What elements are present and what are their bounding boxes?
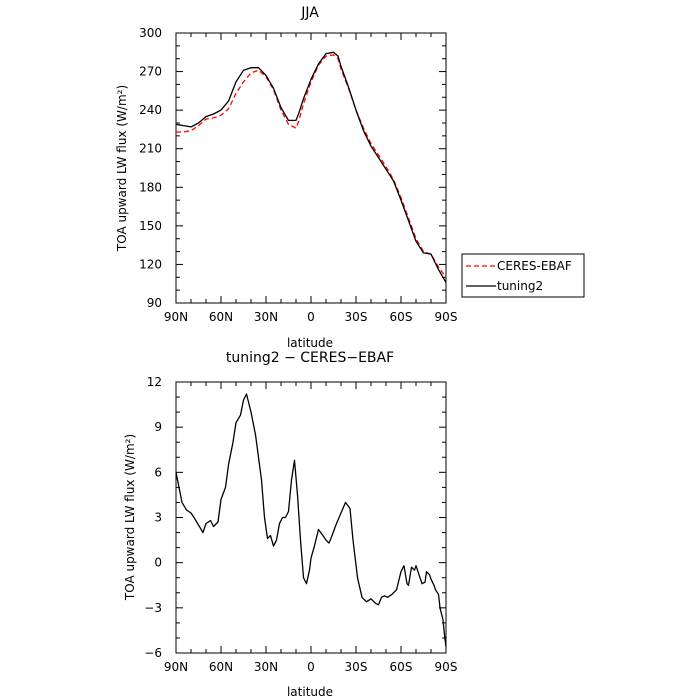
- bottom-chart-ytick-label: −6: [144, 646, 162, 660]
- top-chart-ytick-label: 210: [139, 142, 162, 156]
- top-chart-ylabel: TOA upward LW flux (W/m²): [115, 85, 129, 252]
- bottom-chart-xtick-label: 90S: [435, 660, 458, 674]
- top-chart-ytick-label: 150: [139, 219, 162, 233]
- bottom-chart-ytick-label: 0: [154, 556, 162, 570]
- top-chart-panel: JJA TOA upward LW flux (W/m²) latitude 9…: [115, 5, 457, 350]
- bottom-chart-xtick-label: 30N: [254, 660, 278, 674]
- top-chart-frame: [175, 32, 447, 304]
- bottom-chart-xlabel: latitude: [287, 685, 333, 699]
- bottom-chart-ytick-label: 9: [154, 420, 162, 434]
- top-chart-ytick-label: 90: [147, 296, 162, 310]
- top-chart-xtick-label: 0: [307, 310, 315, 324]
- bottom-chart-xtick-label: 60N: [209, 660, 233, 674]
- top-chart-xtick-label: 60N: [209, 310, 233, 324]
- bottom-chart-ytick-label: 3: [154, 511, 162, 525]
- legend-tuning2-label: tuning2: [497, 279, 543, 293]
- bottom-chart-ylabel: TOA upward LW flux (W/m²): [123, 434, 137, 601]
- top-chart-ytick-label: 240: [139, 103, 162, 117]
- legend-box: [461, 253, 585, 298]
- top-chart-xtick-label: 30N: [254, 310, 278, 324]
- top-chart-ytick-label: 180: [139, 180, 162, 194]
- bottom-chart-ytick-label: 6: [154, 465, 162, 479]
- bottom-chart-frame: [175, 381, 447, 654]
- bottom-chart-panel: tuning2 − CERES−EBAF TOA upward LW flux …: [123, 350, 457, 699]
- top-chart-xlabel: latitude: [287, 336, 333, 350]
- top-chart-series-ceres-ebaf: [176, 54, 447, 278]
- top-chart-xtick-label: 90S: [435, 310, 458, 324]
- top-chart-ytick-label: 300: [139, 26, 162, 40]
- bottom-chart-xtick-label: 90N: [164, 660, 188, 674]
- bottom-chart-series-line: [175, 393, 447, 648]
- top-chart-ytick-label: 270: [139, 65, 162, 79]
- bottom-chart-xtick-label: 60S: [390, 660, 413, 674]
- top-chart-xtick-label: 90N: [164, 310, 188, 324]
- top-chart-ytick-label: 120: [139, 257, 162, 271]
- top-chart-title: JJA: [300, 5, 319, 21]
- top-chart-xtick-label: 30S: [345, 310, 368, 324]
- top-chart-series-tuning2: [175, 51, 447, 283]
- legend-ceres-label: CERES-EBAF: [497, 259, 572, 273]
- bottom-chart-title: tuning2 − CERES−EBAF: [226, 350, 394, 366]
- bottom-chart-xtick-label: 0: [307, 660, 315, 674]
- bottom-chart-xtick-label: 30S: [345, 660, 368, 674]
- bottom-chart-ytick-label: 12: [147, 375, 162, 389]
- top-chart-legend: CERES-EBAF tuning2: [461, 253, 585, 298]
- top-chart-xtick-label: 60S: [390, 310, 413, 324]
- bottom-chart-ytick-label: −3: [144, 601, 162, 615]
